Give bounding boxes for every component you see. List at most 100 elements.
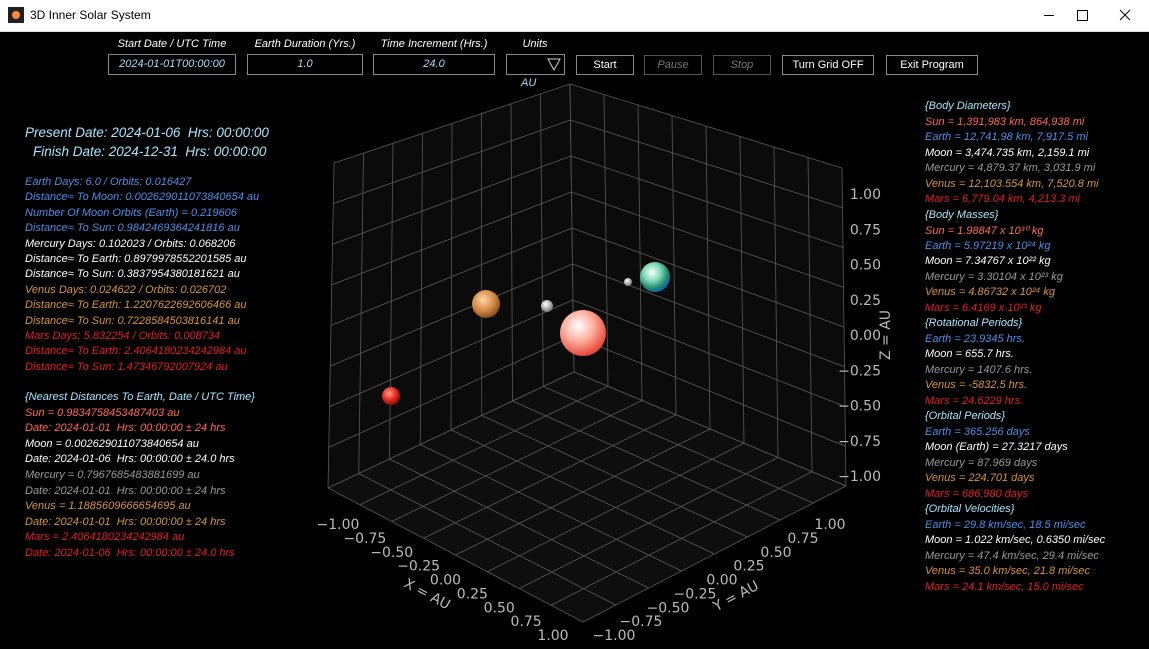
window-title: 3D Inner Solar System (30, 8, 151, 22)
info-line: Distance≈ To Moon: 0.002629011073840654 … (25, 191, 260, 204)
info-line: Date: 2024-01-01 Hrs: 00:00:00 ± 24 hrs (25, 484, 226, 497)
units-select[interactable]: AU (506, 54, 565, 89)
field-label: Units (522, 38, 548, 50)
grid-toggle-button[interactable]: Turn Grid OFF (782, 55, 874, 75)
maximize-button[interactable] (1068, 0, 1106, 31)
info-line: Venus = 35.0 km/sec, 21.8 mi/sec (925, 565, 1090, 577)
field-label: Earth Duration (Yrs.) (254, 38, 356, 50)
pause-button[interactable]: Pause (644, 55, 702, 75)
grid-line (540, 93, 544, 387)
grid-pane (328, 372, 846, 622)
start-button[interactable]: Start (576, 55, 634, 75)
grid-line (570, 155, 844, 248)
info-line: Date: 2024-01-06 Hrs: 00:00:00 ± 24.0 hr… (25, 453, 235, 466)
close-button[interactable] (1106, 0, 1149, 31)
grid-line (481, 415, 748, 538)
y-tick-label: −1.00 (593, 628, 636, 644)
info-line: Mars = 2.4064180234242984 au (25, 531, 185, 544)
start-date-input[interactable]: 2024-01-01T00:00:00 (108, 54, 236, 75)
grid-line (570, 119, 843, 209)
z-tick-label: −0.75 (838, 434, 881, 450)
y-tick-label: −0.25 (674, 586, 717, 602)
y-tick-label: 0.75 (787, 531, 818, 547)
title-bar: 3D Inner Solar System (0, 0, 1149, 32)
finish-date: Finish Date: 2024-12-31 Hrs: 00:00:00 (33, 144, 267, 159)
info-line: Mars Days: 5.832254 / Orbits: 0.008734 (25, 330, 221, 342)
y-tick-label: 0.00 (706, 573, 737, 589)
x-tick-label: −0.50 (370, 545, 413, 561)
info-line: Mercury Days: 0.102023 / Orbits: 0.06820… (25, 237, 236, 250)
grid-line (841, 167, 847, 487)
stop-button[interactable]: Stop (713, 55, 771, 75)
info-line: Earth = 23.9345 hrs. (925, 332, 1025, 345)
grid-line (331, 191, 572, 286)
grid-line (773, 146, 779, 458)
info-line: Mercury = 3.30104 x 10²³ kg (925, 270, 1063, 283)
info-line: Earth Days: 6.0 / Orbits: 0.016427 (25, 176, 192, 188)
grid-line (807, 157, 813, 472)
grid-line (571, 227, 845, 328)
info-line: Venus = 12,103.554 km, 7,520.8 mi (925, 177, 1099, 190)
grid-line (330, 227, 573, 326)
info-line: Sun = 1.98847 x 10³⁰ kg (925, 225, 1044, 237)
info-line: Mars = 6,779.04 km, 4,213.3 mi (925, 193, 1080, 205)
info-line: Moon = 1.022 km/sec, 0.6350 mi/sec (925, 534, 1106, 546)
grid-line (332, 155, 572, 245)
info-line: Mars = 686.980 days (925, 487, 1029, 500)
x-tick-label: −0.25 (397, 559, 440, 575)
exit-button[interactable]: Exit Program (886, 55, 978, 75)
grid-line (571, 191, 844, 288)
info-line: Mars = 24.1 km/sec, 15.0 mi/sec (925, 580, 1084, 593)
info-line: {Rotational Periods} (925, 317, 1023, 329)
z-tick-label: 0.50 (850, 258, 881, 274)
info-line: Venus = 224.701 days (925, 472, 1035, 484)
increment-input[interactable]: 24.0 (373, 54, 495, 75)
info-line: Moon = 0.002629011073840654 au (25, 437, 199, 450)
z-axis-label: Z = AU (878, 310, 894, 360)
grid-line (510, 103, 513, 402)
grid-line (455, 428, 711, 556)
x-tick-label: 0.25 (457, 586, 488, 602)
y-tick-label: −0.75 (620, 614, 663, 630)
plot-grid (327, 83, 847, 623)
grid-line (569, 83, 843, 169)
info-line: Number Of Moon Orbits (Earth) = 0.219606 (25, 206, 237, 219)
grid-line (333, 83, 571, 164)
info-line: Distance≈ To Sun: 0.9842469364241816 au (25, 222, 240, 235)
info-line: {Orbital Periods} (925, 410, 1006, 422)
y-tick-label: 0.25 (733, 559, 764, 575)
info-line: {Body Masses} (925, 208, 999, 221)
venus (472, 290, 500, 318)
y-tick-label: 0.50 (760, 545, 791, 561)
y-tick-label: 1.00 (814, 517, 845, 533)
info-line: Distance≈ To Earth: 0.8979978552201585 a… (25, 253, 247, 265)
info-line: Mars = 6.4169 x 10²³ kg (925, 301, 1042, 314)
solar-system-plot: X = AU Y = AU Z = AU −1.00−0.75−0.50−0.2… (317, 83, 894, 644)
info-line: Earth = 365.256 days (925, 425, 1030, 438)
z-tick-label: −0.50 (838, 399, 881, 415)
info-line: Venus Days: 0.024622 / Orbits: 0.026702 (25, 283, 227, 296)
z-tick-label: 0.25 (850, 293, 881, 309)
info-line: Moon = 655.7 hrs. (925, 348, 1014, 360)
info-line: Venus = 1.1885609666654695 au (25, 500, 191, 513)
info-line: Mercury = 4,879.37 km, 3,031.9 mi (925, 162, 1096, 174)
duration-input[interactable]: 1.0 (247, 54, 363, 75)
info-line: Venus = -5832.5 hrs. (925, 379, 1028, 391)
grid-line (487, 442, 745, 573)
info-line: Venus = 4.86732 x 10²⁴ kg (925, 286, 1056, 298)
x-tick-label: −0.75 (343, 531, 386, 547)
info-line: {Nearest Distances To Earth, Date / UTC … (25, 391, 255, 403)
info-line: Sun = 1,391,983 km, 864,938 mi (925, 115, 1085, 128)
z-tick-label: 0.00 (850, 328, 881, 344)
z-tick-label: 1.00 (850, 187, 881, 203)
y-tick-label: −0.50 (647, 600, 690, 616)
z-tick-label: −0.25 (838, 363, 881, 379)
info-line: Mercury = 87.969 days (925, 456, 1038, 469)
x-tick-label: 0.75 (511, 614, 542, 630)
grid-line (582, 485, 847, 623)
info-line: Date: 2024-01-01 Hrs: 00:00:00 ± 24 hrs (25, 515, 226, 528)
minimize-button[interactable] (1030, 0, 1068, 31)
field-label: Start Date / UTC Time (117, 38, 227, 50)
x-tick-label: 1.00 (537, 628, 568, 644)
